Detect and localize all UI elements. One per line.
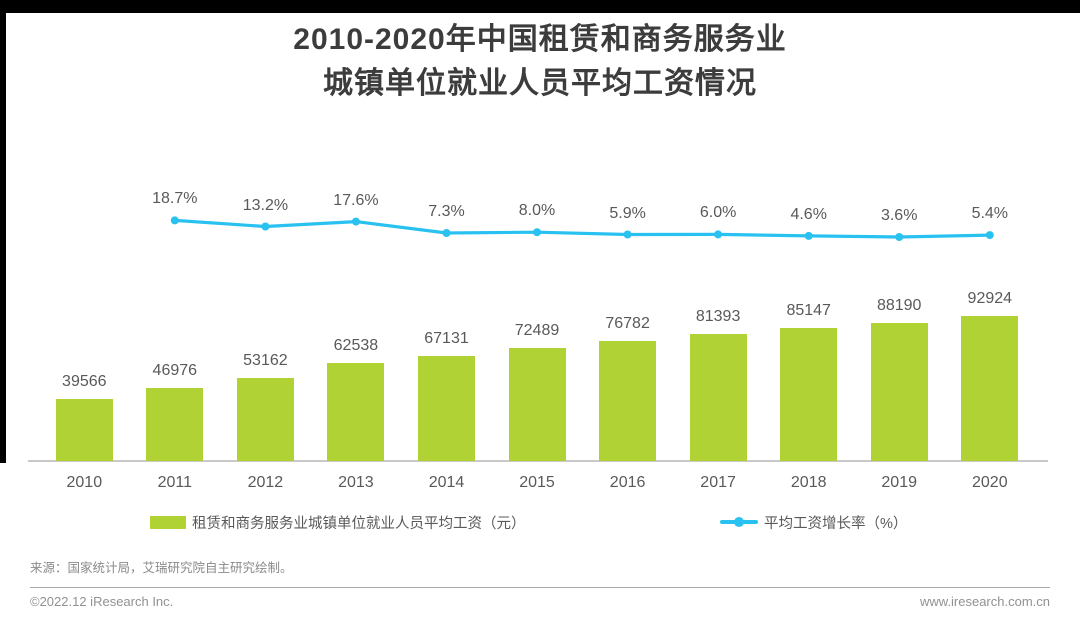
growth-rate-label: 13.2% bbox=[242, 196, 289, 214]
bar-value-label: 72489 bbox=[514, 322, 560, 339]
bar-value-label: 92924 bbox=[967, 290, 1013, 307]
line-point bbox=[895, 233, 904, 241]
line-point bbox=[985, 231, 994, 240]
line-legend-dot-icon bbox=[734, 517, 744, 527]
wage-bar bbox=[418, 356, 475, 461]
bar-value-label: 88190 bbox=[876, 297, 922, 314]
growth-rate-label: 17.6% bbox=[333, 191, 379, 209]
chart-title-line1: 2010-2020年中国租赁和商务服务业 bbox=[293, 23, 787, 56]
website-url: www.iresearch.com.cn bbox=[919, 594, 1050, 609]
chart-title: 2010-2020年中国租赁和商务服务业 城镇单位就业人员平均工资情况 bbox=[0, 18, 1080, 106]
x-axis-label: 2010 bbox=[66, 474, 103, 491]
wage-bar bbox=[780, 328, 838, 461]
x-axis-label: 2016 bbox=[609, 474, 646, 491]
growth-rate-label: 5.9% bbox=[609, 204, 646, 222]
growth-rate-label: 5.4% bbox=[971, 205, 1009, 223]
line-point bbox=[261, 222, 270, 231]
growth-rate-label: 4.6% bbox=[790, 205, 827, 223]
wage-bar bbox=[55, 399, 113, 461]
line-point bbox=[533, 228, 541, 237]
x-axis-label: 2018 bbox=[790, 474, 827, 491]
copyright-text: ©2022.12 iResearch Inc. bbox=[30, 594, 174, 609]
growth-rate-label: 3.6% bbox=[880, 207, 918, 224]
top-letterbox-bar bbox=[0, 0, 1080, 13]
bar-value-label: 62538 bbox=[333, 337, 379, 354]
wage-bar bbox=[599, 341, 657, 461]
x-axis-label: 2015 bbox=[519, 474, 555, 491]
chart-title-line2: 城镇单位就业人员平均工资情况 bbox=[323, 67, 757, 100]
growth-rate-label: 18.7% bbox=[152, 190, 198, 208]
line-point bbox=[623, 230, 632, 239]
line-point bbox=[714, 230, 723, 239]
bar-value-label: 46976 bbox=[152, 362, 198, 379]
x-axis-label: 2012 bbox=[247, 474, 284, 491]
bar-value-label: 81393 bbox=[695, 308, 741, 325]
wage-bar bbox=[961, 316, 1019, 461]
x-axis-label: 2013 bbox=[338, 474, 374, 491]
wage-bar bbox=[870, 323, 928, 461]
x-axis-label: 2011 bbox=[157, 474, 192, 491]
bar-value-label: 39566 bbox=[62, 373, 107, 390]
bar-legend-swatch bbox=[150, 515, 186, 529]
bar-legend-label: 租赁和商务服务业城镇单位就业人员平均工资（元） bbox=[192, 515, 526, 532]
x-axis-label: 2020 bbox=[972, 474, 1008, 491]
legend-item-growth-line: 平均工资增长率（%） bbox=[720, 511, 907, 533]
line-legend-label: 平均工资增长率（%） bbox=[764, 515, 908, 532]
line-point bbox=[442, 229, 451, 237]
growth-rate-label: 6.0% bbox=[699, 204, 737, 222]
line-point bbox=[804, 231, 813, 240]
wage-bar bbox=[689, 334, 747, 461]
bar-value-label: 53162 bbox=[243, 352, 288, 369]
line-legend-swatch bbox=[720, 517, 758, 527]
wage-bar bbox=[508, 348, 566, 461]
left-letterbox-strip bbox=[0, 13, 6, 463]
wage-bar bbox=[236, 378, 294, 461]
bar-value-label: 85147 bbox=[786, 302, 831, 319]
line-point bbox=[351, 217, 360, 226]
x-axis-label: 2017 bbox=[700, 474, 736, 491]
wage-bar bbox=[146, 388, 204, 461]
legend-item-wage-bars: 租赁和商务服务业城镇单位就业人员平均工资（元） bbox=[150, 511, 526, 533]
growth-rate-label: 8.0% bbox=[518, 202, 556, 220]
bar-value-label: 67131 bbox=[424, 330, 469, 347]
growth-rate-label: 7.3% bbox=[428, 203, 465, 220]
x-axis-label: 2014 bbox=[428, 474, 465, 491]
bar-value-label: 76782 bbox=[605, 315, 650, 332]
source-note: 来源：国家统计局，艾瑞研究院自主研究绘制。 bbox=[30, 561, 293, 575]
line-point bbox=[170, 216, 179, 225]
footer-divider bbox=[30, 587, 1050, 588]
x-axis-label: 2019 bbox=[881, 474, 917, 491]
wage-bar bbox=[327, 363, 385, 461]
